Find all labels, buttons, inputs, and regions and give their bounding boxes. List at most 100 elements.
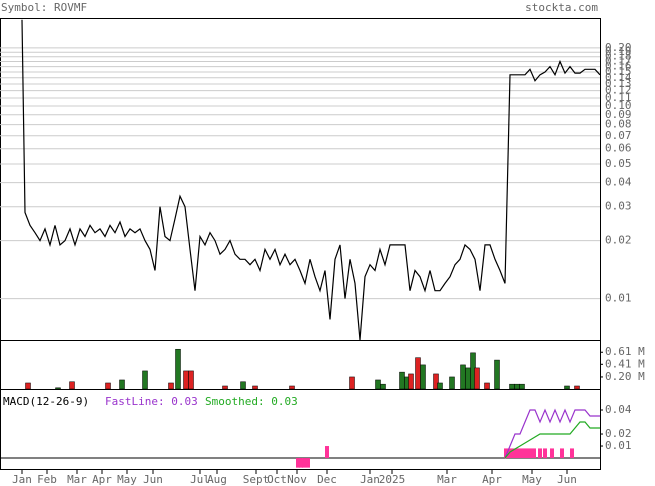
volume-bar bbox=[460, 364, 466, 390]
y-tick-label: 0.13 bbox=[605, 77, 632, 90]
volume-bar bbox=[380, 383, 386, 390]
x-tick-label: Sept bbox=[243, 473, 270, 486]
y-tick-label: 0.20 bbox=[605, 41, 632, 54]
volume-bar bbox=[509, 383, 515, 390]
macd-histogram-bar bbox=[302, 458, 306, 468]
volume-bar bbox=[175, 348, 181, 390]
y-tick-label: 0.10 bbox=[605, 99, 632, 112]
macd-histogram-bar bbox=[528, 448, 532, 459]
y-tick-label: 0.15 bbox=[605, 65, 632, 78]
x-tick-label: Apr bbox=[92, 473, 112, 486]
y-tick-label: 0.02 bbox=[605, 234, 632, 247]
y-tick-label: 0.07 bbox=[605, 129, 632, 142]
x-tick-label: Nov bbox=[287, 473, 307, 486]
y-tick-label: 0.04 bbox=[605, 176, 632, 189]
macd-title: MACD(12-26-9) bbox=[3, 395, 89, 408]
volume-bar bbox=[289, 385, 295, 390]
volume-bar bbox=[183, 370, 189, 390]
x-tick-label: Feb bbox=[37, 473, 57, 486]
macd-histogram-bar bbox=[504, 448, 508, 459]
y-tick-label: 0.41 M bbox=[605, 357, 645, 370]
site: stockta.com bbox=[525, 1, 598, 14]
volume-bar bbox=[188, 370, 194, 390]
y-tick-label: 0.12 bbox=[605, 84, 632, 97]
volume-bar bbox=[25, 382, 31, 390]
volume-bar bbox=[433, 373, 439, 390]
volume-bar bbox=[375, 379, 381, 390]
macd-histogram-bar bbox=[508, 448, 512, 459]
macd-histogram-bar bbox=[512, 448, 516, 459]
x-tick-label: May bbox=[522, 473, 542, 486]
y-tick-label: 0.01 bbox=[605, 439, 632, 452]
macd-histogram-bar bbox=[306, 458, 310, 468]
x-tick-label: 2025 bbox=[379, 473, 406, 486]
volume-bar bbox=[484, 382, 490, 390]
volume-bar bbox=[564, 385, 570, 390]
volume-bar bbox=[222, 385, 228, 390]
y-tick-label: 0.20 M bbox=[605, 370, 645, 383]
volume-bar bbox=[437, 382, 443, 390]
macd-histogram-bar bbox=[543, 448, 547, 459]
macd-histogram-bar bbox=[550, 448, 554, 459]
x-tick-label: Aug bbox=[207, 473, 227, 486]
y-tick-label: 0.11 bbox=[605, 91, 632, 104]
x-tick-label: May bbox=[117, 473, 137, 486]
y-tick-label: 0.19 bbox=[605, 45, 632, 58]
x-tick-label: Jan bbox=[360, 473, 380, 486]
legend-entry: FastLine: 0.03 bbox=[105, 395, 198, 408]
x-tick-label: Mar bbox=[67, 473, 87, 486]
macd-line bbox=[504, 421, 600, 459]
y-tick-label: 0.18 bbox=[605, 50, 632, 63]
macd-histogram-bar bbox=[516, 448, 520, 459]
x-tick-label: Dec bbox=[317, 473, 337, 486]
macd-histogram-bar bbox=[570, 448, 574, 459]
volume-bar bbox=[415, 357, 421, 390]
price-line bbox=[21, 19, 601, 341]
macd-histogram-bar bbox=[538, 448, 542, 459]
volume-bar bbox=[252, 385, 258, 390]
volume-bar bbox=[420, 364, 426, 390]
x-tick-label: Mar bbox=[437, 473, 457, 486]
x-tick-label: Oct bbox=[267, 473, 287, 486]
y-tick-label: 0.03 bbox=[605, 200, 632, 213]
volume-bar bbox=[494, 359, 500, 390]
volume-bar bbox=[168, 382, 174, 390]
macd-line bbox=[504, 408, 600, 459]
volume-bar bbox=[514, 383, 520, 390]
volume-bar bbox=[449, 376, 455, 390]
volume-bar bbox=[408, 373, 414, 390]
x-tick-label: Jan bbox=[12, 473, 32, 486]
volume-bar bbox=[55, 387, 61, 390]
x-tick-label: Apr bbox=[482, 473, 502, 486]
y-tick-label: 0.16 bbox=[605, 60, 632, 73]
volume-panel bbox=[0, 340, 601, 390]
y-tick-label: 0.05 bbox=[605, 157, 632, 170]
volume-bar bbox=[349, 376, 355, 390]
volume-bar bbox=[240, 381, 246, 390]
y-tick-label: 0.08 bbox=[605, 118, 632, 131]
volume-bar bbox=[142, 370, 148, 390]
volume-bar bbox=[519, 383, 525, 390]
volume-bar bbox=[69, 381, 75, 390]
volume-bar bbox=[574, 385, 580, 390]
y-tick-label: 0.17 bbox=[605, 55, 632, 68]
y-tick-label: 0.09 bbox=[605, 108, 632, 121]
volume-bar bbox=[465, 367, 471, 390]
volume-bar bbox=[399, 371, 405, 390]
macd-histogram-bar bbox=[299, 458, 303, 468]
y-tick-label: 0.61 M bbox=[605, 345, 645, 358]
macd-histogram-bar bbox=[520, 448, 524, 459]
y-tick-label: 0.02 bbox=[605, 427, 632, 440]
macd-histogram-bar bbox=[532, 448, 536, 459]
macd-histogram-bar bbox=[296, 458, 300, 468]
macd-histogram-bar bbox=[524, 448, 528, 459]
legend-entry: Smoothed: 0.03 bbox=[205, 395, 298, 408]
macd-histogram-bar bbox=[325, 446, 329, 459]
volume-bar bbox=[119, 379, 125, 390]
y-tick-label: 0.14 bbox=[605, 71, 632, 84]
y-tick-label: 0.06 bbox=[605, 142, 632, 155]
volume-bar bbox=[474, 367, 480, 390]
macd-histogram-bar bbox=[560, 448, 564, 459]
x-tick-label: Jun bbox=[557, 473, 577, 486]
